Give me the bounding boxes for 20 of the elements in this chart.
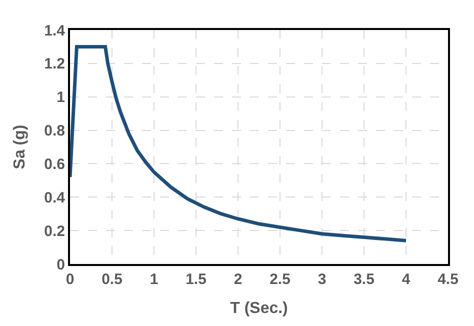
- x-tick-label: 0.5: [102, 271, 122, 288]
- x-tick-label: 3.5: [354, 271, 374, 288]
- y-tick-label: 0.8: [44, 122, 65, 140]
- y-tick-label: 0: [56, 256, 65, 274]
- line-series: [70, 44, 408, 242]
- x-tick-label: 4: [402, 271, 411, 288]
- y-tick-label: 1: [56, 89, 65, 106]
- x-tick-label: 2.5: [270, 271, 290, 288]
- x-tick-label: 1.5: [186, 271, 206, 288]
- x-tick-label: 4.5: [438, 271, 458, 288]
- y-tick-label: 1.2: [44, 56, 65, 73]
- y-tick-label: 0.6: [44, 156, 65, 173]
- x-tick-label: 2: [234, 271, 242, 288]
- y-axis-title: Sa (g): [12, 124, 29, 170]
- x-axis-title: T (Sec.): [230, 300, 288, 318]
- y-tick-label: 0.4: [44, 189, 66, 206]
- y-tick-label: 1.4: [44, 22, 66, 40]
- x-tick-label: 3: [318, 271, 326, 288]
- x-tick-label: 1: [150, 271, 158, 288]
- y-tick-label: 0.2: [44, 222, 65, 240]
